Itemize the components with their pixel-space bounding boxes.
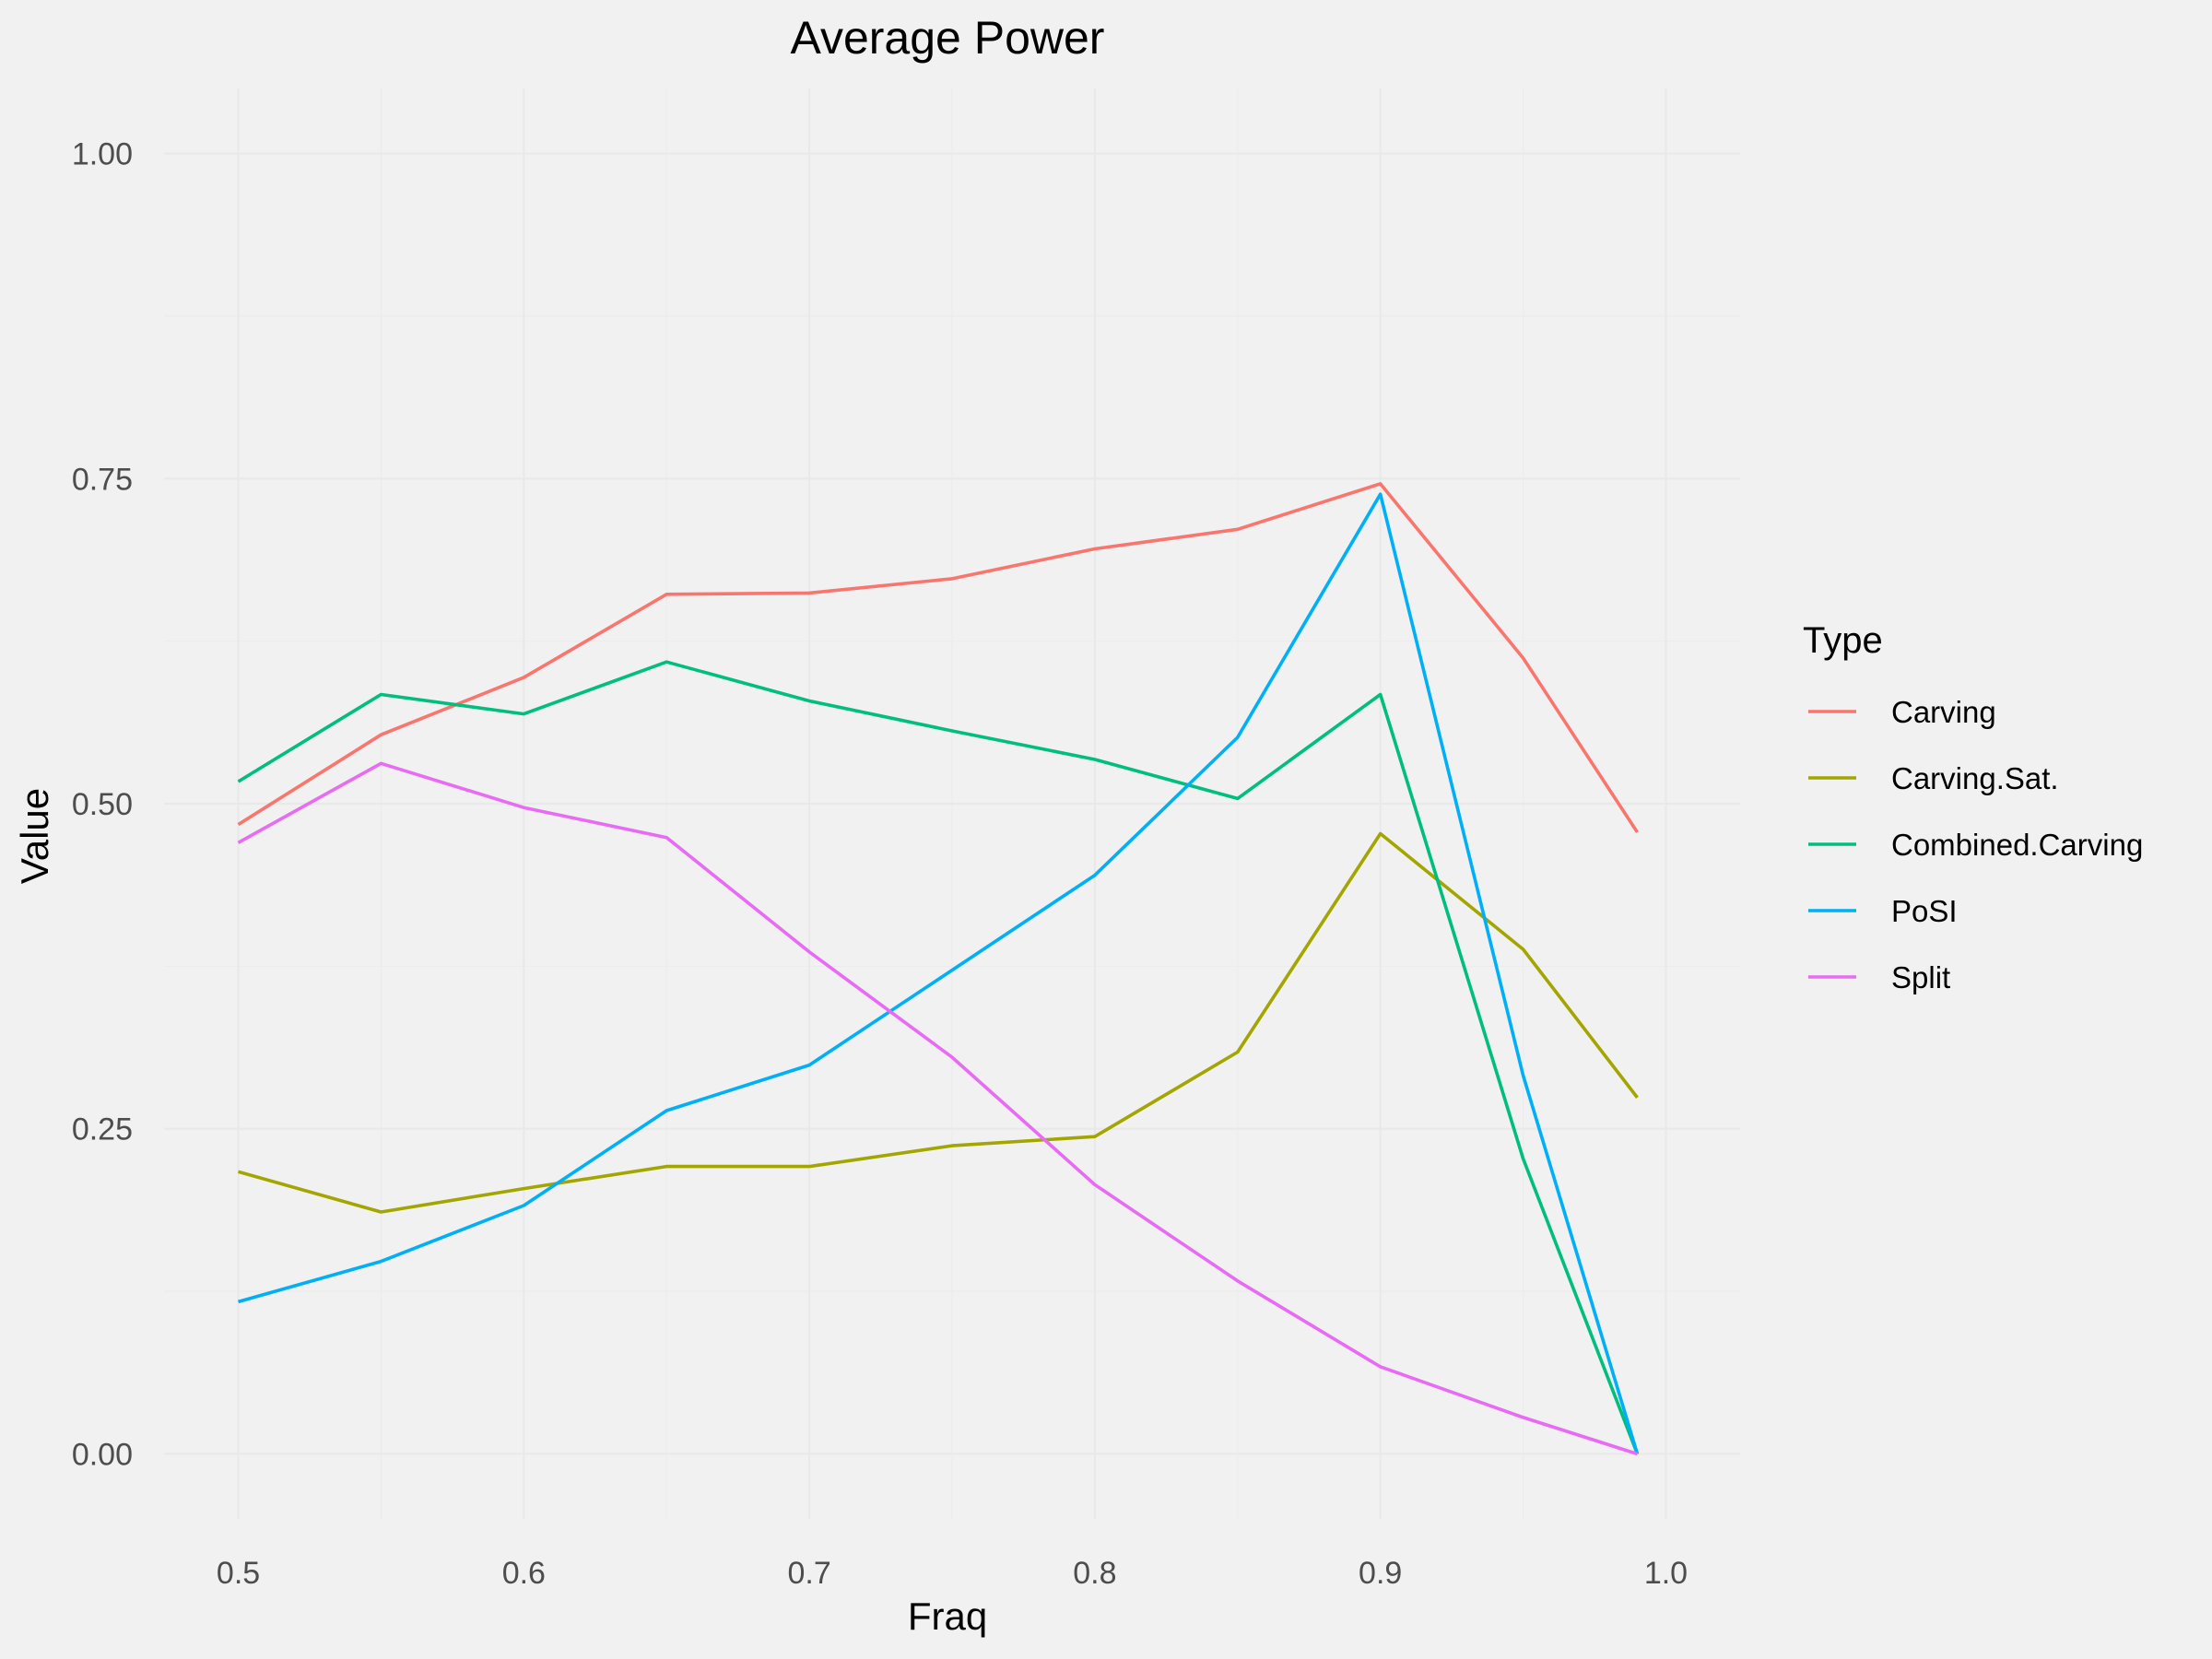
legend-label-posi: PoSI [1891, 894, 1958, 928]
legend: Type Carving Carving.Sat. Combined.Carving… [1803, 620, 2143, 994]
series-line-combined-carving [237, 660, 1640, 1455]
x-tick-label: 0.6 [502, 1556, 546, 1591]
legend-label-split: Split [1891, 960, 1950, 994]
x-tick-label: 0.9 [1359, 1556, 1402, 1591]
x-tick-label: 0.7 [787, 1556, 830, 1591]
x-tick-label: 0.8 [1073, 1556, 1116, 1591]
y-axis-ticks: 0.00 0.25 0.50 0.75 1.00 [72, 137, 133, 1473]
legend-label-combined-carving: Combined.Carving [1891, 828, 2143, 862]
y-tick-label: 0.50 [72, 787, 133, 822]
x-axis-ticks: 0.5 0.6 0.7 0.8 0.9 1.0 [217, 1556, 1688, 1591]
x-tick-label: 1.0 [1644, 1556, 1688, 1591]
legend-title: Type [1803, 620, 1883, 661]
legend-label-carving: Carving [1891, 695, 1996, 729]
series-line-carving [237, 482, 1640, 833]
series-line-split [237, 761, 1639, 1456]
y-tick-label: 0.25 [72, 1112, 133, 1147]
x-axis-title: Fraq [908, 1594, 987, 1638]
y-tick-label: 1.00 [72, 137, 133, 172]
y-tick-label: 0.00 [72, 1437, 133, 1472]
grid [164, 88, 1740, 1519]
series-lines [237, 482, 1640, 1456]
chart-title: Average Power [791, 12, 1105, 64]
legend-items: Carving Carving.Sat. Combined.Carving PoSI S… [1808, 695, 2143, 994]
series-line-posi [238, 492, 1640, 1455]
legend-label-carving-sat: Carving.Sat. [1891, 761, 2059, 795]
y-axis-title: Value [13, 788, 56, 884]
y-tick-label: 0.75 [72, 462, 133, 497]
x-tick-label: 0.5 [217, 1556, 260, 1591]
series-line-carving-sat [238, 831, 1639, 1214]
